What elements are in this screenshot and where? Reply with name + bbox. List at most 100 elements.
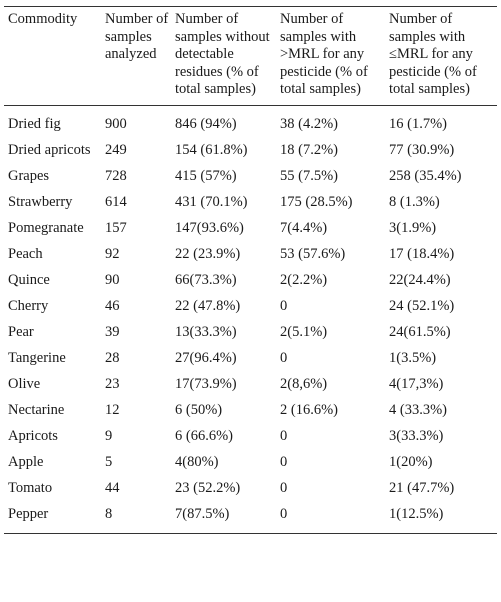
cell-below-mrl: 258 (35.4%): [389, 167, 462, 184]
cell-above-mrl: 0: [280, 427, 288, 444]
header-above-mrl: Number of samples with >MRL for any pest…: [280, 11, 368, 97]
table-row: Tangerine 28 27(96.4%) 0 1(3.5%): [4, 348, 497, 374]
cell-without-residues: 6 (66.6%): [175, 427, 233, 444]
cell-commodity: Dried fig: [8, 115, 61, 132]
table-row: Quince 90 66(73.3%) 2(2.2%) 22(24.4%): [4, 270, 497, 296]
cell-samples-analyzed: 28: [105, 349, 120, 366]
header-samples-analyzed: Number of samples analyzed: [105, 11, 169, 62]
cell-without-residues: 66(73.3%): [175, 271, 237, 288]
cell-samples-analyzed: 92: [105, 245, 120, 262]
cell-below-mrl: 16 (1.7%): [389, 115, 447, 132]
cell-samples-analyzed: 12: [105, 401, 120, 418]
header-commodity: Commodity: [8, 11, 78, 27]
table-body: Dried fig 900 846 (94%) 38 (4.2%) 16 (1.7%) D…: [4, 105, 497, 533]
table-row: Apple 5 4(80%) 0 1(20%): [4, 452, 497, 478]
cell-without-residues: 431 (70.1%): [175, 193, 248, 210]
cell-without-residues: 17(73.9%): [175, 375, 237, 392]
cell-commodity: Cherry: [8, 297, 49, 314]
table-row: Olive 23 17(73.9%) 2(8,6%) 4(17,3%): [4, 374, 497, 400]
cell-commodity: Apricots: [8, 427, 58, 444]
cell-samples-analyzed: 728: [105, 167, 127, 184]
cell-samples-analyzed: 39: [105, 323, 120, 340]
table-row: Pomegranate 157 147(93.6%) 7(4.4%) 3(1.9%): [4, 218, 497, 244]
cell-below-mrl: 1(3.5%): [389, 349, 437, 366]
table-row: Tomato 44 23 (52.2%) 0 21 (47.7%): [4, 478, 497, 504]
cell-below-mrl: 24(61.5%): [389, 323, 451, 340]
cell-above-mrl: 0: [280, 453, 288, 470]
cell-below-mrl: 21 (47.7%): [389, 479, 455, 496]
cell-without-residues: 23 (52.2%): [175, 479, 241, 496]
cell-without-residues: 6 (50%): [175, 401, 223, 418]
cell-commodity: Pepper: [8, 505, 49, 522]
cell-without-residues: 415 (57%): [175, 167, 237, 184]
cell-samples-analyzed: 249: [105, 141, 127, 158]
cell-samples-analyzed: 900: [105, 115, 127, 132]
cell-without-residues: 846 (94%): [175, 115, 237, 132]
cell-above-mrl: 2(8,6%): [280, 375, 328, 392]
cell-without-residues: 4(80%): [175, 453, 219, 470]
cell-below-mrl: 22(24.4%): [389, 271, 451, 288]
table-row: Cherry 46 22 (47.8%) 0 24 (52.1%): [4, 296, 497, 322]
cell-below-mrl: 17 (18.4%): [389, 245, 455, 262]
cell-below-mrl: 8 (1.3%): [389, 193, 440, 210]
table-row: Nectarine 12 6 (50%) 2 (16.6%) 4 (33.3%): [4, 400, 497, 426]
cell-above-mrl: 18 (7.2%): [280, 141, 338, 158]
cell-above-mrl: 2(2.2%): [280, 271, 328, 288]
cell-below-mrl: 4 (33.3%): [389, 401, 447, 418]
table-row: Pepper 8 7(87.5%) 0 1(12.5%): [4, 504, 497, 533]
cell-commodity: Peach: [8, 245, 43, 262]
cell-above-mrl: 0: [280, 479, 288, 496]
table-row: Dried apricots 249 154 (61.8%) 18 (7.2%) 77 …: [4, 140, 497, 166]
table-row: Pear 39 13(33.3%) 2(5.1%) 24(61.5%): [4, 322, 497, 348]
cell-without-residues: 22 (47.8%): [175, 297, 241, 314]
cell-commodity: Quince: [8, 271, 50, 288]
cell-samples-analyzed: 23: [105, 375, 120, 392]
cell-commodity: Apple: [8, 453, 44, 470]
cell-samples-analyzed: 157: [105, 219, 127, 236]
cell-samples-analyzed: 5: [105, 453, 113, 470]
cell-commodity: Nectarine: [8, 401, 65, 418]
cell-above-mrl: 2 (16.6%): [280, 401, 338, 418]
cell-commodity: Pomegranate: [8, 219, 84, 236]
cell-without-residues: 22 (23.9%): [175, 245, 241, 262]
cell-samples-analyzed: 44: [105, 479, 120, 496]
cell-commodity: Pear: [8, 323, 34, 340]
cell-commodity: Grapes: [8, 167, 50, 184]
table-row: Apricots 9 6 (66.6%) 0 3(33.3%): [4, 426, 497, 452]
cell-below-mrl: 77 (30.9%): [389, 141, 455, 158]
cell-above-mrl: 0: [280, 297, 288, 314]
cell-below-mrl: 24 (52.1%): [389, 297, 455, 314]
pesticide-residue-table: Commodity Number of samples analyzed Num…: [4, 6, 497, 534]
table-row: Grapes 728 415 (57%) 55 (7.5%) 258 (35.4%): [4, 166, 497, 192]
header-without-residues: Number of samples without detectable res…: [175, 11, 270, 97]
cell-samples-analyzed: 46: [105, 297, 120, 314]
table-row: Dried fig 900 846 (94%) 38 (4.2%) 16 (1.7%): [4, 105, 497, 140]
cell-without-residues: 13(33.3%): [175, 323, 237, 340]
table-row: Strawberry 614 431 (70.1%) 175 (28.5%) 8 (1.…: [4, 192, 497, 218]
cell-above-mrl: 7(4.4%): [280, 219, 328, 236]
cell-below-mrl: 1(20%): [389, 453, 433, 470]
table-row: Peach 92 22 (23.9%) 53 (57.6%) 17 (18.4%): [4, 244, 497, 270]
cell-above-mrl: 2(5.1%): [280, 323, 328, 340]
cell-below-mrl: 4(17,3%): [389, 375, 444, 392]
header-row: Commodity Number of samples analyzed Num…: [4, 6, 497, 105]
cell-without-residues: 147(93.6%): [175, 219, 244, 236]
cell-commodity: Tomato: [8, 479, 53, 496]
cell-samples-analyzed: 90: [105, 271, 120, 288]
cell-commodity: Tangerine: [8, 349, 66, 366]
cell-commodity: Strawberry: [8, 193, 73, 210]
header-below-mrl: Number of samples with ≤MRL for any pest…: [389, 11, 477, 97]
cell-above-mrl: 175 (28.5%): [280, 193, 353, 210]
cell-without-residues: 7(87.5%): [175, 505, 230, 522]
cell-above-mrl: 0: [280, 349, 288, 366]
cell-below-mrl: 1(12.5%): [389, 505, 444, 522]
cell-samples-analyzed: 9: [105, 427, 113, 444]
cell-commodity: Dried apricots: [8, 141, 91, 158]
cell-commodity: Olive: [8, 375, 41, 392]
cell-above-mrl: 0: [280, 505, 288, 522]
cell-below-mrl: 3(33.3%): [389, 427, 444, 444]
cell-without-residues: 154 (61.8%): [175, 141, 248, 158]
cell-above-mrl: 53 (57.6%): [280, 245, 346, 262]
cell-above-mrl: 38 (4.2%): [280, 115, 338, 132]
